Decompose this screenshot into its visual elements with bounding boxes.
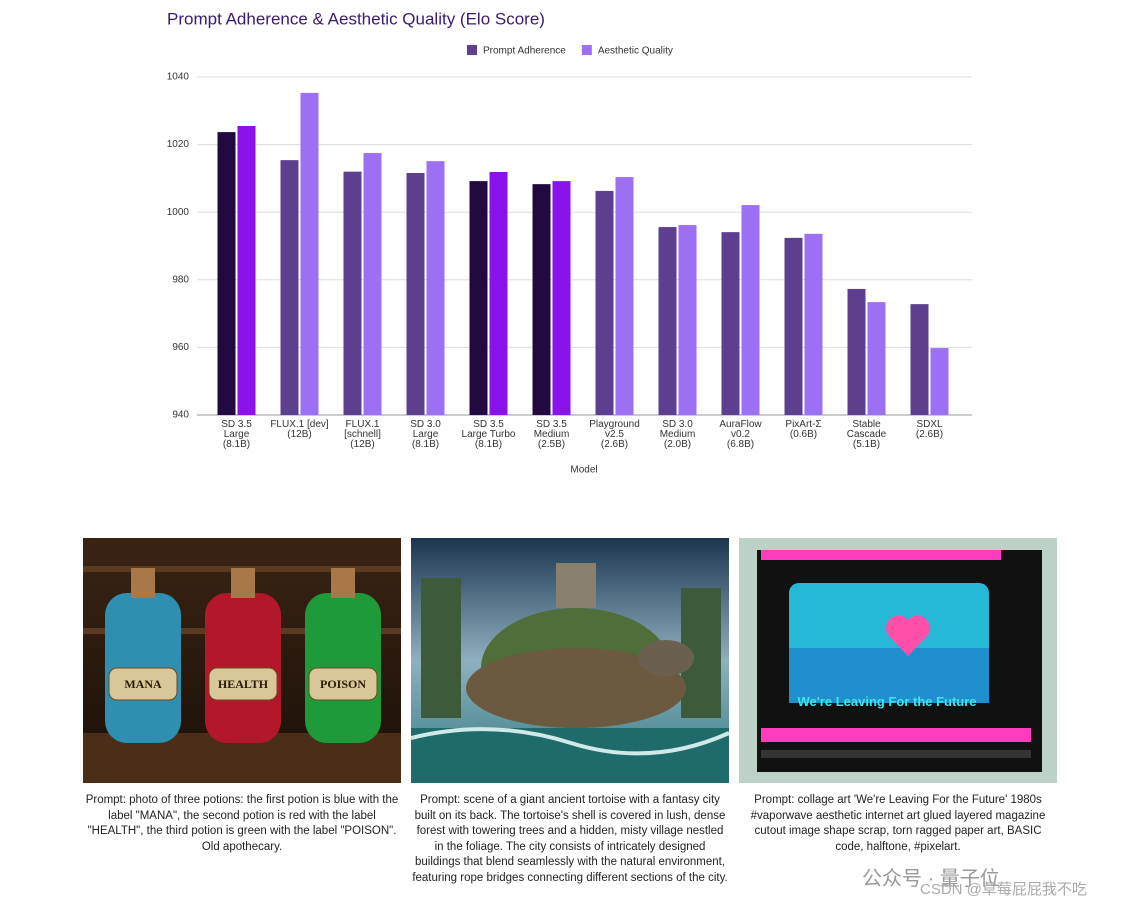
- x-tick-label: SD 3.5 Large (8.1B): [221, 419, 252, 450]
- y-tick-label: 1000: [167, 207, 190, 218]
- y-tick-label: 980: [172, 274, 189, 285]
- bar: [910, 304, 929, 415]
- bar: [930, 348, 949, 415]
- x-tick-label: SD 3.0 Medium (2.0B): [659, 419, 696, 450]
- chart-title: Prompt Adherence & Aesthetic Quality (El…: [167, 9, 545, 28]
- bar: [804, 233, 823, 415]
- x-tick-label: AuraFlow v0.2 (6.8B): [719, 419, 762, 450]
- bar: [847, 288, 866, 415]
- bar: [489, 171, 508, 415]
- caption: Prompt: photo of three potions: the firs…: [85, 794, 399, 853]
- bar: [300, 92, 319, 416]
- bar: [532, 184, 551, 415]
- legend-label: Prompt Adherence: [483, 46, 566, 57]
- bar: [867, 302, 886, 415]
- x-tick-label: SD 3.0 Large (8.1B): [410, 419, 441, 450]
- x-tick-label: SDXL (2.6B): [915, 419, 944, 440]
- legend-swatch: [467, 45, 477, 55]
- bar: [343, 171, 362, 415]
- potion-label: MANA: [124, 677, 162, 691]
- potions-image: MANA HEALTH POISON: [83, 538, 401, 783]
- x-tick-label: FLUX.1 [dev] (12B): [270, 419, 329, 440]
- legend-swatch: [581, 45, 592, 55]
- bar: [595, 190, 614, 415]
- x-axis-label: Model: [570, 465, 597, 476]
- bar: [280, 160, 299, 415]
- caption: Prompt: collage art 'We're Leaving For t…: [750, 794, 1046, 853]
- x-tick-label: Playground v2.5 (2.6B): [589, 419, 640, 450]
- x-tick-label: SD 3.5 Medium (2.5B): [533, 419, 570, 450]
- watermark: CSDN @草莓屁屁我不吃: [920, 881, 1087, 898]
- bar: [469, 181, 488, 415]
- bar: [678, 225, 697, 415]
- vaporwave-image: We're Leaving For the Future: [739, 538, 1057, 783]
- watermark: 公众号 · 量子位: [862, 868, 1000, 890]
- x-tick-label: PixArt-Σ (0.6B): [785, 419, 822, 440]
- bar: [658, 227, 677, 415]
- bar: [237, 126, 256, 415]
- legend-label: Aesthetic Quality: [598, 46, 673, 57]
- caption: Prompt: scene of a giant ancient tortois…: [412, 794, 728, 884]
- x-tick-label: SD 3.5 Large Turbo (8.1B): [461, 419, 516, 450]
- bar: [217, 132, 236, 415]
- y-tick-label: 940: [172, 410, 189, 421]
- bar: [721, 232, 740, 415]
- chart: Prompt Adherence & Aesthetic Quality (El…: [167, 9, 972, 476]
- potion-label: POISON: [320, 677, 366, 691]
- bar: [784, 237, 803, 415]
- y-tick-label: 1020: [167, 139, 190, 150]
- y-tick-label: 1040: [167, 72, 190, 83]
- bar: [426, 161, 445, 415]
- poster-text: We're Leaving For the Future: [797, 694, 976, 709]
- potion-label: HEALTH: [218, 677, 269, 691]
- x-tick-label: Stable Cascade (5.1B): [846, 419, 887, 450]
- bar: [406, 172, 425, 415]
- bar: [363, 153, 382, 416]
- y-tick-label: 960: [172, 342, 189, 353]
- bar: [552, 181, 571, 415]
- tortoise-image: [411, 538, 729, 783]
- bar: [741, 205, 760, 415]
- bar: [615, 177, 634, 415]
- x-tick-label: FLUX.1 [schnell] (12B): [344, 419, 381, 450]
